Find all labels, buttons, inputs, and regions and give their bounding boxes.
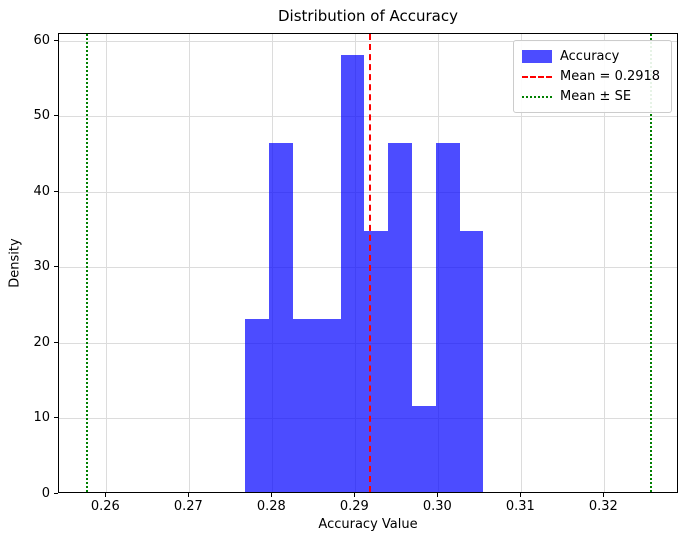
- histogram-bar: [269, 143, 293, 492]
- y-tick-mark: [54, 492, 58, 494]
- legend-label-mean: Mean = 0.2918: [560, 69, 661, 84]
- x-tick-label: 0.27: [173, 499, 203, 514]
- legend-label-accuracy: Accuracy: [560, 49, 620, 64]
- y-tick-label: 50: [33, 108, 50, 124]
- x-tick-mark: [519, 493, 521, 497]
- chart-title: Distribution of Accuracy: [278, 7, 458, 25]
- legend-item-mean: Mean = 0.2918: [522, 67, 663, 86]
- legend-label-se: Mean ± SE: [560, 89, 632, 104]
- histogram-bar: [388, 143, 412, 492]
- x-gridline: [105, 34, 107, 492]
- x-tick-label: 0.28: [256, 499, 286, 514]
- legend-line-se-icon: [522, 95, 552, 98]
- x-tick-mark: [104, 493, 106, 497]
- legend-item-se: Mean ± SE: [522, 87, 663, 106]
- histogram-bar: [459, 230, 484, 492]
- histogram-bar: [435, 143, 460, 492]
- y-tick-mark: [54, 417, 58, 418]
- x-tick-mark: [602, 493, 604, 497]
- legend-item-accuracy: Accuracy: [522, 47, 663, 66]
- y-tick-mark: [54, 115, 58, 117]
- histogram-bar: [245, 318, 270, 492]
- se-line: [86, 34, 89, 492]
- y-gridline: [59, 116, 677, 118]
- y-tick-label: 30: [33, 259, 50, 274]
- y-tick-label: 60: [33, 32, 50, 48]
- y-tick-label: 20: [33, 334, 50, 350]
- legend-line-mean-icon: [522, 75, 552, 78]
- x-tick-label: 0.30: [422, 499, 452, 514]
- x-gridline: [603, 34, 605, 492]
- histogram-bar: [316, 318, 341, 492]
- histogram-bar: [340, 55, 365, 492]
- x-tick-label: 0.29: [339, 499, 369, 514]
- x-tick-label: 0.26: [90, 499, 120, 514]
- y-gridline: [59, 40, 677, 42]
- y-tick-mark: [54, 341, 58, 343]
- y-tick-mark: [54, 39, 58, 41]
- histogram-bar: [292, 318, 317, 492]
- y-tick-label: 0: [41, 485, 50, 501]
- x-tick-mark: [353, 493, 355, 497]
- mean-line: [369, 34, 372, 492]
- se-line: [649, 34, 652, 492]
- x-tick-mark: [187, 493, 189, 497]
- x-tick-label: 0.31: [505, 499, 535, 514]
- y-tick-label: 10: [33, 410, 50, 425]
- x-tick-label: 0.32: [588, 499, 618, 514]
- x-axis-label: Accuracy Value: [318, 517, 418, 532]
- y-tick-mark: [54, 190, 58, 192]
- x-tick-mark: [270, 493, 272, 497]
- y-gridline: [59, 191, 677, 193]
- histogram-bar: [411, 406, 436, 492]
- x-tick-mark: [436, 493, 438, 497]
- legend-swatch-accuracy: [522, 50, 552, 63]
- legend: Accuracy Mean = 0.2918 Mean ± SE: [513, 40, 672, 113]
- x-gridline: [520, 34, 522, 492]
- histogram-bar: [364, 230, 389, 492]
- y-tick-mark: [54, 266, 58, 267]
- x-gridline: [188, 34, 190, 492]
- y-tick-label: 40: [33, 183, 50, 199]
